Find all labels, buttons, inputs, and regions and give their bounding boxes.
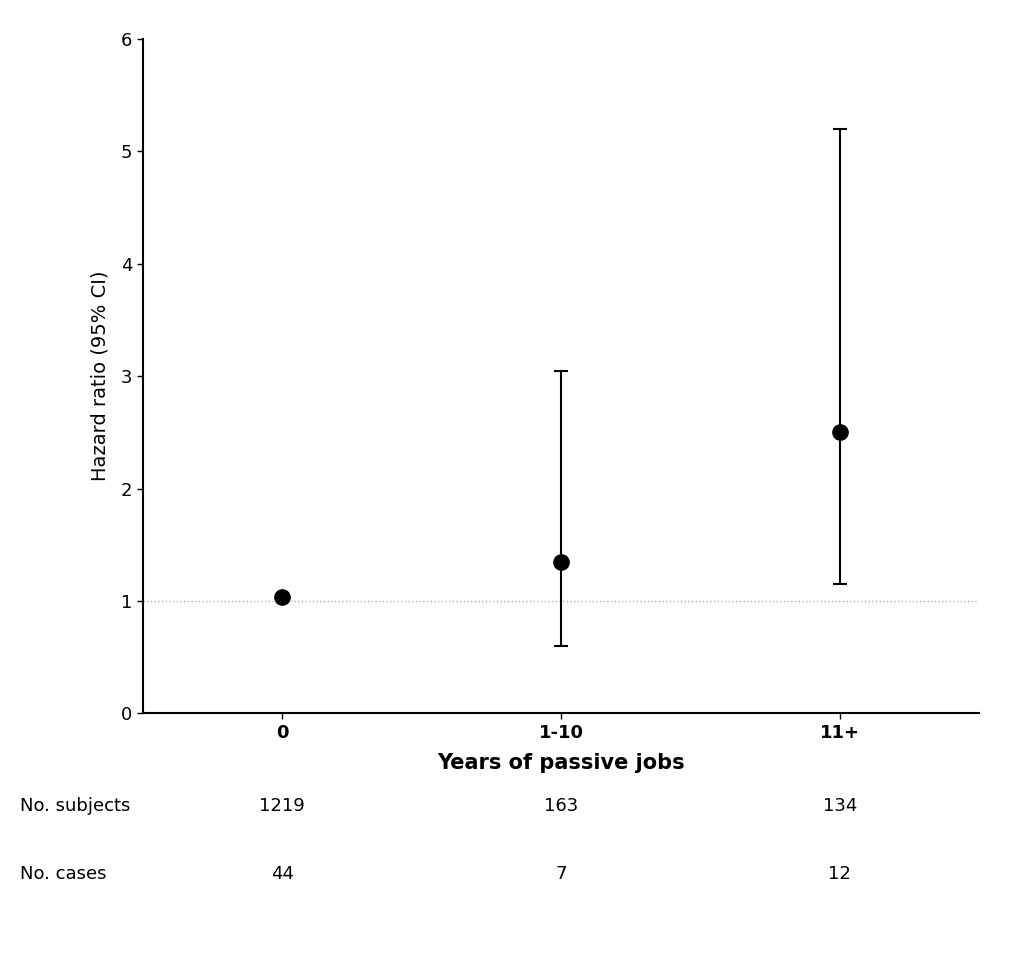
Text: No. cases: No. cases (20, 866, 107, 883)
Text: 12: 12 (827, 866, 851, 883)
Text: 1219: 1219 (259, 797, 305, 815)
Text: No. subjects: No. subjects (20, 797, 130, 815)
Text: 44: 44 (270, 866, 293, 883)
X-axis label: Years of passive jobs: Years of passive jobs (437, 752, 684, 773)
Text: 7: 7 (554, 866, 567, 883)
Text: 134: 134 (821, 797, 856, 815)
Text: 163: 163 (543, 797, 578, 815)
Y-axis label: Hazard ratio (95% CI): Hazard ratio (95% CI) (91, 271, 110, 482)
